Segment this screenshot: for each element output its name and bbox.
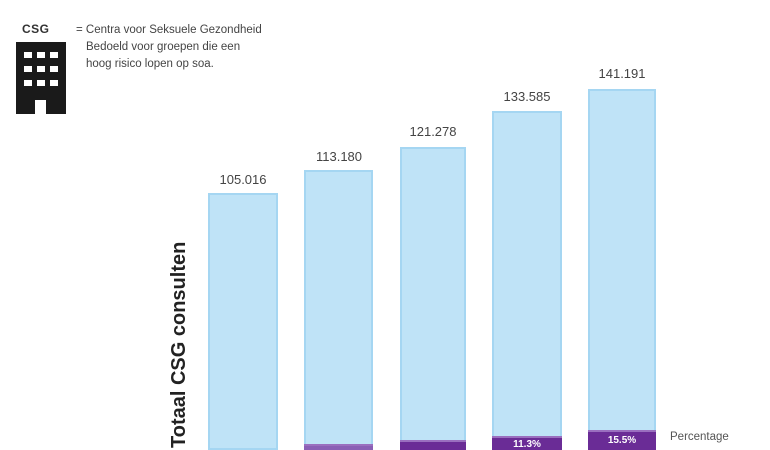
legend-line: hoog risico lopen op soa. xyxy=(86,58,214,70)
bar-value-label: 105.016 xyxy=(219,172,267,187)
building-icon xyxy=(16,42,66,114)
percentage-segment xyxy=(400,440,466,450)
percentage-segment: 15.5% xyxy=(588,430,656,450)
legend-line: = Centra voor Seksuele Gezondheid xyxy=(76,24,262,36)
bar-value-label: 141.191 xyxy=(598,66,646,81)
legend-line: Bedoeld voor groepen die een xyxy=(86,41,241,53)
bar: 11.3% xyxy=(492,111,562,450)
legend-description: = Centra voor Seksuele Gezondheid Bedoel… xyxy=(76,22,396,73)
percentage-segment: 11.3% xyxy=(492,436,562,450)
bar: 15.5% xyxy=(588,89,656,450)
bar xyxy=(208,193,278,450)
bar-value-label: 121.278 xyxy=(409,124,457,139)
csg-abbreviation: CSG xyxy=(22,22,50,36)
bar-value-label: 133.585 xyxy=(503,89,551,104)
percentage-segment xyxy=(304,444,373,450)
percentage-label: Percentage xyxy=(670,431,729,443)
bar-value-label: 113.180 xyxy=(315,149,363,164)
bar xyxy=(400,147,466,450)
y-axis-label: Totaal CSG consulten xyxy=(168,241,190,448)
bar xyxy=(304,170,373,450)
